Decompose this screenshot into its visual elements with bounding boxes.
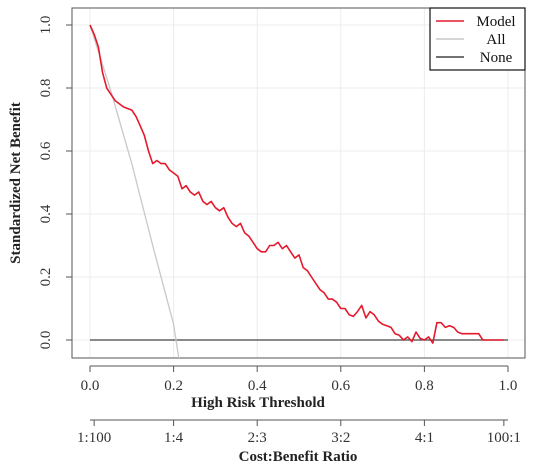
legend-label-none: None xyxy=(480,50,513,66)
legend-label-model: Model xyxy=(476,14,515,30)
x-tick-label-5: 1.0 xyxy=(499,378,518,394)
y-tick-label-2: 0.4 xyxy=(38,204,54,223)
y-tick-label-3: 0.6 xyxy=(38,141,54,160)
y-tick-label-0: 0.0 xyxy=(38,331,54,350)
secondary-tick-label-3: 3:2 xyxy=(331,430,350,446)
y-axis: 0.0 0.2 0.4 0.6 0.8 1.0 xyxy=(38,16,72,350)
legend: Model All None xyxy=(429,7,526,71)
series-line-model xyxy=(89,24,504,344)
secondary-tick-label-1: 1:4 xyxy=(164,430,184,446)
y-tick-label-5: 1.0 xyxy=(38,16,54,35)
series-layer xyxy=(89,24,508,358)
legend-label-all: All xyxy=(486,32,505,48)
x-tick-label-1: 0.2 xyxy=(164,378,183,394)
series-line-all xyxy=(89,24,180,358)
secondary-tick-label-2: 2:3 xyxy=(248,430,267,446)
secondary-tick-label-4: 4:1 xyxy=(415,430,434,446)
secondary-tick-label-5: 100:1 xyxy=(487,430,521,446)
cost-benefit-axis: 1:100 1:4 2:3 3:2 4:1 100:1 xyxy=(77,419,521,446)
x-tick-label-0: 0.0 xyxy=(81,378,100,394)
legend-box xyxy=(429,7,526,71)
secondary-axis-title: Cost:Benefit Ratio xyxy=(239,449,358,465)
y-tick-label-1: 0.2 xyxy=(38,268,54,287)
y-axis-title: Standardized Net Benefit xyxy=(8,102,24,264)
plot-border xyxy=(71,7,526,359)
x-tick-label-2: 0.4 xyxy=(248,378,267,394)
x-tick-label-4: 0.8 xyxy=(415,378,434,394)
plot-frame xyxy=(71,7,526,359)
x-axis-title: High Risk Threshold xyxy=(191,395,325,411)
secondary-tick-label-0: 1:100 xyxy=(77,430,111,446)
x-axis: 0.0 0.2 0.4 0.6 0.8 1.0 xyxy=(81,365,518,394)
y-tick-label-4: 0.8 xyxy=(38,79,54,98)
x-tick-label-3: 0.6 xyxy=(331,378,350,394)
